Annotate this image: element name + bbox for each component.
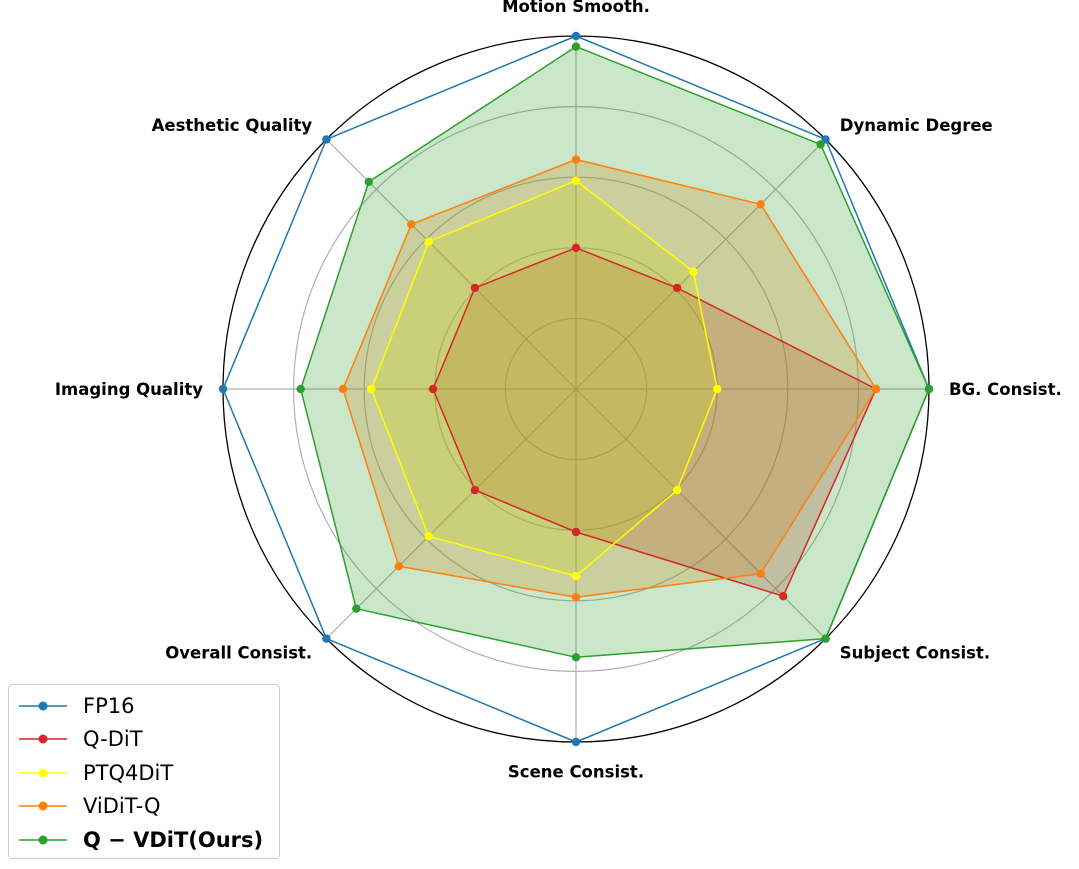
- series-2-point-3: [571, 243, 581, 252]
- legend-label: PTQ4DiT: [83, 760, 174, 785]
- legend-swatch: [19, 801, 67, 811]
- axis-label-1: BG. Consist.: [949, 380, 1062, 399]
- legend-label: ViDiT-Q: [83, 794, 161, 819]
- series-4-point-6: [394, 562, 403, 571]
- series-fills: [300, 46, 929, 658]
- axis-label-2: Dynamic Degree: [840, 116, 993, 135]
- legend-item: ViDiT-Q: [9, 790, 279, 824]
- legend-item: Q-DiT: [9, 723, 279, 757]
- legend-swatch: [19, 835, 67, 845]
- series-2-point-2: [672, 283, 682, 293]
- series-4-point-4: [407, 220, 416, 229]
- axis-label-5: Imaging Quality: [55, 380, 203, 399]
- series-2-point-8: [779, 592, 788, 601]
- series-3-point-2: [689, 267, 698, 276]
- series-lines: [218, 31, 934, 747]
- axis-labels: BG. Consist. Dynamic Degree Motion Smooth.…: [55, 0, 1062, 782]
- series-4-point-5: [338, 384, 348, 394]
- legend-item: Q − VDiT(Ours): [9, 823, 279, 857]
- series-3-point-1: [713, 384, 722, 394]
- series-1-point-7: [571, 737, 581, 747]
- series-5-point-4: [364, 177, 373, 186]
- axis-label-8: Subject Consist.: [840, 644, 990, 663]
- legend: FP16 Q-DiT PTQ4DiT ViDiT-Q Q − VDiT(Ours): [8, 684, 280, 859]
- series-5-point-7: [571, 653, 581, 662]
- axis-label-6: Overall Consist.: [165, 644, 312, 663]
- series-5-point-2: [816, 140, 825, 149]
- legend-label: FP16: [83, 693, 135, 718]
- legend-item: PTQ4DiT: [9, 756, 279, 790]
- series-5-point-8: [821, 634, 830, 643]
- series-3-point-3: [571, 176, 581, 185]
- series-3-point-4: [424, 237, 433, 246]
- axis-label-4: Aesthetic Quality: [152, 116, 313, 135]
- series-1-point-4: [322, 135, 331, 144]
- series-2-point-7: [571, 527, 581, 537]
- series-4-point-2: [756, 200, 765, 209]
- series-5-point-5: [296, 384, 305, 394]
- series-5-point-3: [571, 42, 581, 51]
- series-fill-5: [300, 46, 929, 658]
- series-4: [338, 155, 881, 602]
- series-3: [367, 176, 722, 581]
- legend-swatch: [19, 734, 67, 744]
- legend-label: Q-DiT: [83, 727, 143, 752]
- series-4-point-1: [871, 384, 881, 394]
- series-5-point-6: [352, 604, 361, 613]
- series-3-point-5: [367, 384, 376, 394]
- series-2-point-4: [470, 283, 480, 293]
- axis-label-3: Motion Smooth.: [502, 0, 650, 16]
- grid-spoke-2: [575, 138, 827, 390]
- series-1-point-3: [571, 31, 581, 41]
- series-1-point-5: [218, 384, 228, 394]
- series-fill-3: [371, 180, 718, 577]
- series-fill-2: [433, 247, 876, 597]
- series-5: [296, 42, 934, 662]
- series-2-point-5: [428, 384, 438, 394]
- series-4-point-7: [571, 593, 581, 602]
- series-1-point-6: [322, 634, 331, 643]
- series-3-point-6: [424, 532, 433, 541]
- grid-spoke-6: [325, 388, 577, 640]
- legend-label: Q − VDiT(Ours): [83, 827, 264, 852]
- series-3-point-7: [571, 571, 581, 581]
- series-3-point-8: [672, 485, 682, 495]
- series-4-point-3: [571, 155, 581, 164]
- series-5-point-1: [924, 384, 934, 394]
- legend-item: FP16: [9, 689, 279, 723]
- legend-swatch: [19, 768, 67, 778]
- series-4-point-8: [756, 569, 765, 578]
- axis-label-7: Scene Consist.: [508, 763, 644, 782]
- series-2-point-6: [470, 485, 480, 495]
- legend-swatch: [19, 701, 67, 711]
